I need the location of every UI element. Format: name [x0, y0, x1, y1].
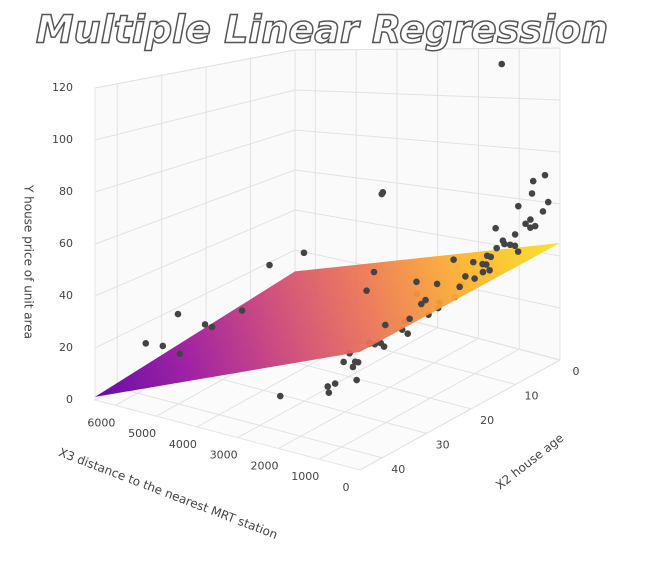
data-point [340, 358, 347, 366]
data-point [529, 177, 537, 185]
x-axis-title: X2 house age [493, 431, 566, 493]
data-point [325, 389, 333, 396]
data-point [324, 383, 332, 390]
data-point [422, 296, 429, 304]
grid-line [94, 129, 296, 193]
grid-line [94, 249, 296, 349]
data-point [462, 273, 469, 280]
data-point [486, 266, 493, 274]
data-point [300, 249, 308, 257]
data-point [266, 261, 273, 269]
data-point [471, 275, 478, 282]
data-point [382, 321, 389, 329]
data-point [531, 222, 539, 230]
data-point [363, 287, 370, 295]
z-tick-label: 60 [59, 237, 73, 250]
z-tick-label: 80 [59, 185, 73, 198]
data-point [208, 323, 216, 331]
grid-line [94, 209, 296, 297]
x-tick-label: 20 [480, 414, 494, 427]
data-point [514, 202, 522, 210]
grid-line [318, 348, 520, 460]
data-point [354, 358, 362, 366]
regression-plane [95, 243, 560, 397]
grid-line [278, 338, 479, 449]
data-point [176, 350, 184, 358]
data-point [479, 268, 487, 276]
data-point [238, 307, 246, 314]
data-point [514, 248, 522, 255]
z-tick-label: 20 [59, 341, 73, 354]
x-tick-label: 10 [525, 389, 539, 402]
data-point [159, 342, 167, 350]
y-tick-label: 3000 [210, 449, 238, 462]
data-point [404, 330, 412, 337]
grid-line [117, 387, 383, 459]
grid-line [294, 47, 561, 51]
data-point [353, 376, 360, 384]
x-tick-label: 40 [391, 463, 405, 476]
y-tick-label: 4000 [169, 438, 197, 451]
data-point [501, 240, 508, 248]
data-point [276, 392, 284, 400]
data-point [492, 224, 499, 232]
z-tick-label: 120 [52, 81, 73, 94]
data-point [544, 198, 552, 206]
y-tick-label: 6000 [87, 416, 115, 429]
grid-line [94, 49, 296, 89]
chart-title: Multiple Linear Regression [36, 8, 608, 52]
data-point [541, 171, 549, 179]
data-point [349, 363, 357, 371]
z-tick-label: 100 [52, 133, 73, 146]
data-point [380, 343, 388, 350]
grid-line [294, 89, 561, 101]
data-point [522, 220, 529, 228]
data-point [511, 231, 519, 238]
data-point [479, 260, 486, 268]
grid-line [359, 359, 561, 471]
x-tick-label: 30 [436, 438, 450, 451]
data-point [528, 190, 536, 197]
x-tick-label: 0 [573, 365, 580, 378]
data-point [483, 252, 491, 260]
data-point [379, 189, 387, 196]
y-tick-label: 2000 [250, 459, 278, 472]
y-tick-label: 5000 [128, 427, 156, 440]
data-point [406, 315, 413, 323]
grid-line [294, 169, 561, 205]
y-tick-label: 0 [343, 481, 350, 494]
y-axis-title: X3 distance to the nearest MRT station [57, 445, 280, 542]
data-point [201, 321, 209, 328]
z-tick-label: 40 [59, 289, 73, 302]
z-tick-label: 0 [66, 393, 73, 406]
y-tick-label: 1000 [291, 470, 319, 483]
data-point [470, 258, 477, 266]
data-point [527, 216, 534, 223]
grid-line [94, 169, 296, 245]
data-point [142, 340, 150, 347]
grid-line [94, 89, 296, 141]
data-point [498, 60, 506, 68]
data-point [450, 256, 457, 263]
z-axis-title: Y house price of unit area [22, 184, 36, 339]
data-point [417, 300, 425, 308]
data-point [370, 268, 378, 276]
data-point [433, 280, 441, 288]
data-point [174, 310, 182, 318]
grid-line [294, 129, 561, 153]
data-point [539, 208, 547, 215]
data-point [331, 380, 339, 387]
data-point [493, 244, 500, 252]
data-point [413, 278, 420, 286]
data-point [456, 283, 463, 291]
data-point [511, 242, 519, 250]
